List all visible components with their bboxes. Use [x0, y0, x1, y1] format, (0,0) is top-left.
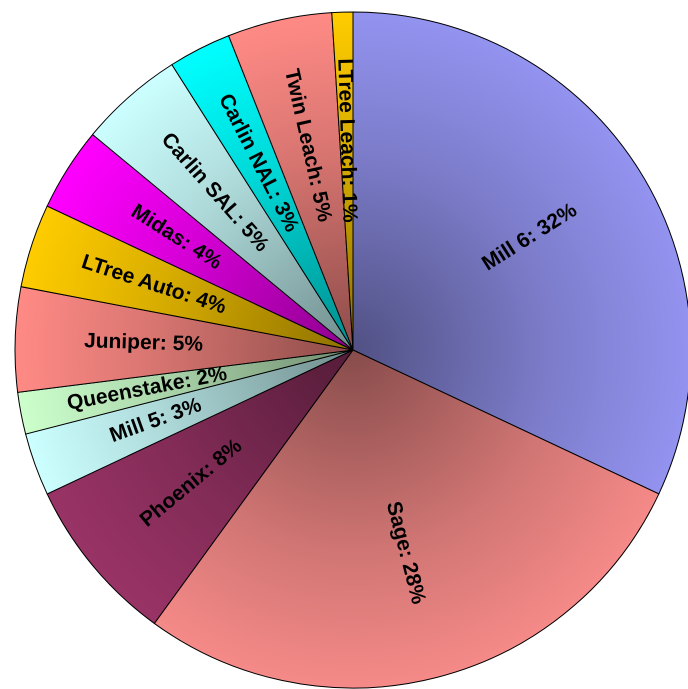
- slice-label: LTree Leach: 1%: [333, 58, 361, 223]
- slice-shade: [47, 350, 353, 624]
- slice-shade: [353, 12, 688, 494]
- slice-label: Juniper: 5%: [84, 329, 204, 356]
- slice-shade: [15, 286, 354, 393]
- slice-shade: [331, 12, 353, 350]
- slice-shade: [47, 134, 353, 350]
- slice-shade: [20, 206, 354, 350]
- slice-shade: [92, 64, 353, 351]
- slice-shade: [17, 350, 354, 435]
- slice-shade: [171, 35, 353, 351]
- slice-shade: [25, 350, 353, 494]
- slice-shade: [154, 350, 659, 689]
- slice-shade: [228, 12, 353, 351]
